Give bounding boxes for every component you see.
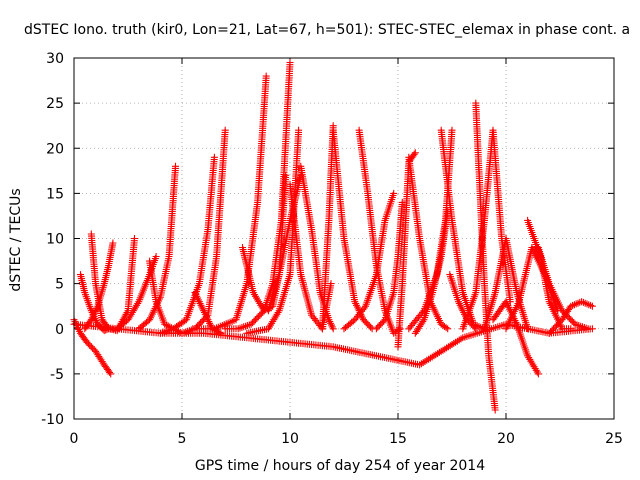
data-point bbox=[372, 325, 380, 333]
data-point bbox=[365, 322, 373, 330]
y-tick-label: 0 bbox=[55, 322, 64, 338]
data-point bbox=[567, 316, 575, 324]
data-point bbox=[375, 322, 383, 330]
chart-title: dSTEC Iono. truth (kir0, Lon=21, Lat=67,… bbox=[24, 22, 630, 38]
data-point bbox=[349, 317, 357, 325]
data-point bbox=[247, 320, 255, 328]
data-point bbox=[390, 189, 398, 197]
data-point bbox=[555, 319, 563, 327]
data-point bbox=[262, 72, 270, 80]
y-tick-label: 15 bbox=[46, 186, 64, 202]
data-point bbox=[131, 235, 138, 242]
y-axis-label: dSTEC / TECUs bbox=[8, 188, 24, 291]
data-point bbox=[554, 320, 562, 328]
data-point bbox=[552, 322, 560, 330]
data-point bbox=[448, 126, 456, 134]
data-point bbox=[547, 328, 555, 336]
data-point bbox=[86, 341, 94, 349]
data-point bbox=[377, 320, 385, 328]
y-tick-label: -5 bbox=[50, 367, 64, 383]
tick-labels: 0 5 10 15 20 25 -10 -5 0 5 10 15 20 25 30 bbox=[41, 51, 623, 447]
y-tick-label: 25 bbox=[46, 96, 64, 112]
data-point bbox=[411, 149, 419, 157]
data-point bbox=[251, 316, 259, 324]
data-point bbox=[107, 370, 115, 378]
y-tick-label: 30 bbox=[46, 51, 64, 67]
x-tick-label: 20 bbox=[497, 431, 515, 447]
x-tick-label: 5 bbox=[178, 431, 187, 447]
x-tick-label: 25 bbox=[605, 431, 623, 447]
data-point bbox=[359, 316, 367, 324]
data-point bbox=[410, 150, 418, 158]
data-point bbox=[467, 320, 475, 328]
data-point bbox=[106, 368, 114, 376]
data-point bbox=[568, 317, 576, 325]
y-tick-label: 10 bbox=[46, 232, 64, 248]
data-point bbox=[282, 171, 290, 179]
x-tick-label: 10 bbox=[281, 431, 299, 447]
data-point bbox=[362, 319, 370, 327]
data-point bbox=[491, 406, 499, 414]
data-point bbox=[444, 325, 452, 333]
data-point bbox=[469, 322, 477, 330]
data-point bbox=[295, 126, 303, 134]
data-point bbox=[192, 323, 200, 331]
data-point bbox=[361, 317, 369, 325]
data-point bbox=[588, 302, 596, 310]
data-point bbox=[367, 323, 375, 331]
data-point bbox=[221, 126, 229, 134]
plot-frame bbox=[73, 57, 615, 420]
data-point bbox=[210, 153, 218, 161]
data-points bbox=[70, 59, 596, 414]
y-tick-label: 5 bbox=[55, 277, 64, 293]
data-point bbox=[329, 325, 337, 333]
data-point bbox=[197, 319, 205, 327]
y-tick-label: 20 bbox=[46, 141, 64, 157]
data-point bbox=[588, 325, 596, 333]
data-point bbox=[84, 340, 92, 348]
data-point bbox=[89, 344, 97, 352]
data-point bbox=[109, 239, 117, 247]
data-point bbox=[534, 370, 542, 378]
x-tick-label: 15 bbox=[389, 431, 407, 447]
x-axis-label: GPS time / hours of day 254 of year 2014 bbox=[195, 458, 485, 474]
data-point bbox=[253, 314, 261, 322]
data-point bbox=[250, 317, 258, 325]
data-point bbox=[442, 324, 450, 332]
y-tick-label: -10 bbox=[41, 412, 64, 428]
data-point bbox=[472, 325, 480, 333]
data-point bbox=[254, 313, 262, 321]
data-point bbox=[398, 198, 406, 206]
x-tick-label: 0 bbox=[70, 431, 79, 447]
data-point bbox=[327, 280, 335, 288]
data-point bbox=[286, 59, 294, 66]
data-point bbox=[360, 304, 368, 312]
data-point bbox=[419, 317, 427, 325]
data-point bbox=[172, 162, 179, 170]
data-point bbox=[380, 317, 388, 325]
data-point bbox=[257, 310, 265, 318]
data-point bbox=[470, 323, 478, 331]
data-point bbox=[87, 343, 95, 351]
data-point bbox=[419, 308, 426, 316]
data-point bbox=[152, 253, 160, 260]
data-point bbox=[374, 323, 382, 331]
